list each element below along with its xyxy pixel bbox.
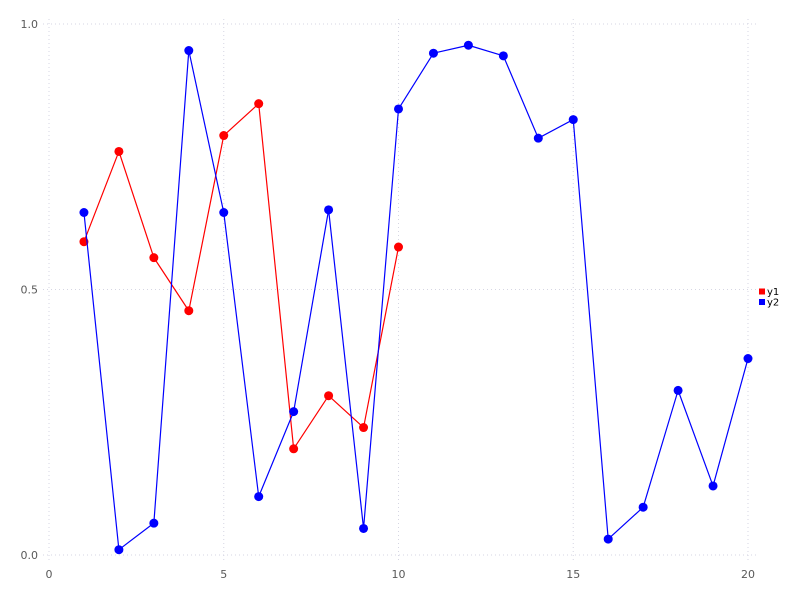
data-point-y2	[463, 40, 473, 50]
series-line-y1	[83, 103, 400, 450]
data-point-y2	[428, 48, 438, 58]
x-tick-label: 5	[220, 568, 227, 581]
data-point-y2	[184, 46, 194, 56]
data-point-y1	[359, 423, 369, 433]
data-point-y2	[289, 407, 299, 417]
data-point-y2	[638, 502, 648, 512]
legend-swatch-y2	[759, 299, 765, 305]
data-point-y2	[114, 545, 124, 555]
data-point-y1	[219, 131, 229, 141]
data-point-y2	[533, 133, 543, 143]
data-point-y2	[743, 354, 753, 364]
x-tick-label: 10	[392, 568, 406, 581]
data-point-y2	[79, 208, 89, 218]
data-point-y1	[114, 146, 124, 156]
x-tick-label: 0	[46, 568, 53, 581]
x-tick-label: 15	[566, 568, 580, 581]
data-point-y1	[324, 391, 334, 401]
data-point-y2	[324, 205, 334, 215]
data-point-y2	[359, 523, 369, 533]
y-tick-label: 0.0	[21, 549, 39, 562]
data-point-y1	[149, 253, 159, 263]
y-tick-label: 0.5	[21, 284, 39, 297]
data-point-y1	[394, 242, 403, 252]
data-point-y2	[568, 115, 578, 125]
data-point-y2	[149, 518, 159, 528]
x-tick-label: 20	[741, 568, 755, 581]
data-point-y2	[673, 385, 683, 395]
series-line-y2	[83, 44, 749, 551]
data-point-y1	[184, 306, 194, 316]
data-point-y1	[289, 444, 299, 454]
legend-label-y1: y1	[767, 287, 779, 298]
data-point-y2	[498, 51, 508, 61]
data-point-y2	[219, 208, 229, 218]
data-point-y2	[603, 534, 613, 544]
data-point-y2	[394, 104, 403, 114]
legend-label-y2: y2	[767, 298, 779, 309]
y-tick-label: 1.0	[21, 18, 39, 31]
data-point-y1	[254, 99, 264, 109]
data-point-y2	[254, 492, 264, 502]
legend-swatch-y1	[759, 288, 765, 295]
data-point-y2	[708, 481, 718, 491]
